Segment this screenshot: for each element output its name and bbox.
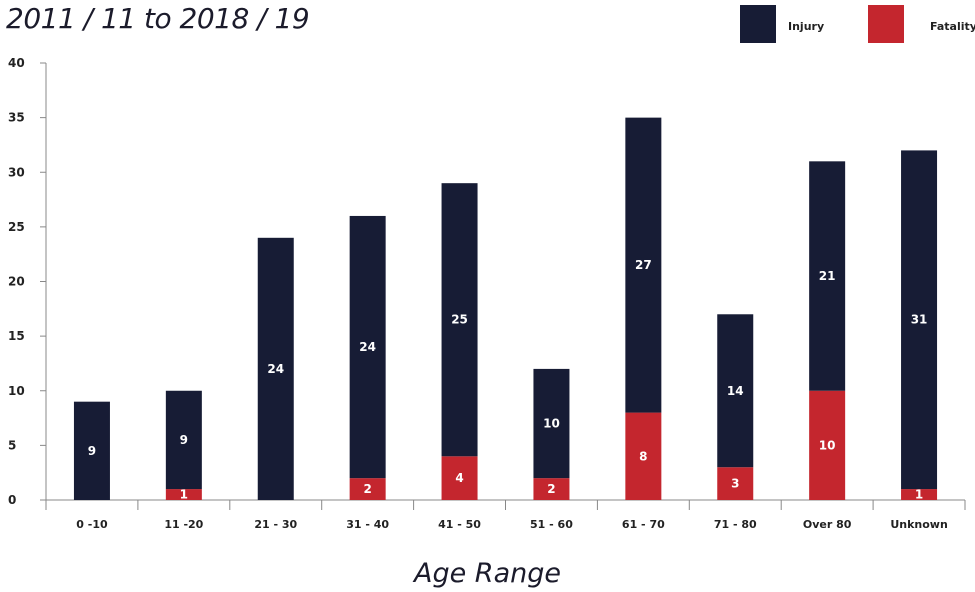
bar-fatality bbox=[809, 390, 846, 500]
chart-subtitle: 2011 / 11 to 2018 / 19 bbox=[6, 2, 310, 35]
bar-injury bbox=[717, 314, 754, 468]
bar-fatality bbox=[533, 478, 570, 500]
data-label-injury: 21 bbox=[819, 269, 836, 283]
bar-injury bbox=[349, 215, 386, 479]
data-label-injury: 10 bbox=[543, 417, 560, 431]
data-label-fatality: 3 bbox=[731, 477, 739, 491]
x-tick-label: 21 - 30 bbox=[254, 518, 297, 531]
data-label-injury: 9 bbox=[88, 444, 96, 458]
x-tick-label: 61 - 70 bbox=[622, 518, 665, 531]
legend-label-fatality: Fatality bbox=[930, 20, 975, 33]
x-tick-label: 71 - 80 bbox=[714, 518, 757, 531]
x-tick-label: 31 - 40 bbox=[346, 518, 389, 531]
x-tick-label: 51 - 60 bbox=[530, 518, 573, 531]
bar-injury bbox=[165, 390, 202, 490]
y-tick-label: 40 bbox=[8, 56, 25, 70]
y-tick-label: 30 bbox=[8, 165, 25, 179]
data-label-injury: 14 bbox=[727, 384, 744, 398]
data-label-fatality: 2 bbox=[363, 482, 371, 496]
data-label-injury: 25 bbox=[451, 313, 468, 327]
x-tick-label: 11 -20 bbox=[164, 518, 203, 531]
bar-fatality bbox=[901, 489, 938, 500]
data-label-injury: 27 bbox=[635, 258, 652, 272]
data-label-fatality: 8 bbox=[639, 449, 647, 463]
bar-fatality bbox=[165, 489, 202, 500]
data-label-fatality: 4 bbox=[455, 471, 463, 485]
legend-swatch-fatality bbox=[868, 5, 904, 43]
data-label-fatality: 1 bbox=[915, 488, 923, 502]
bar-fatality bbox=[441, 456, 478, 500]
bar-fatality bbox=[717, 467, 754, 500]
y-tick-label: 35 bbox=[8, 111, 25, 125]
bar-injury bbox=[257, 237, 294, 501]
data-label-injury: 9 bbox=[180, 433, 188, 447]
y-tick-label: 10 bbox=[8, 384, 25, 398]
y-tick-label: 15 bbox=[8, 329, 25, 343]
legend-label-injury: Injury bbox=[788, 20, 825, 33]
x-tick-label: 0 -10 bbox=[76, 518, 108, 531]
data-label-fatality: 10 bbox=[819, 438, 836, 452]
bar-injury bbox=[809, 161, 846, 391]
data-label-injury: 24 bbox=[267, 362, 284, 376]
bar-injury bbox=[441, 183, 478, 457]
data-label-injury: 31 bbox=[911, 313, 928, 327]
x-axis-label: Age Range bbox=[414, 558, 561, 589]
x-tick-label: Over 80 bbox=[803, 518, 852, 531]
data-label-fatality: 2 bbox=[547, 482, 555, 496]
bar-injury bbox=[625, 117, 662, 413]
bar-injury bbox=[73, 401, 110, 500]
bar-injury bbox=[533, 368, 570, 479]
data-label-injury: 24 bbox=[359, 340, 376, 354]
bar-fatality bbox=[625, 412, 662, 500]
y-tick-label: 25 bbox=[8, 220, 25, 234]
x-tick-label: 41 - 50 bbox=[438, 518, 481, 531]
y-tick-label: 20 bbox=[8, 275, 25, 289]
y-tick-label: 0 bbox=[8, 493, 16, 507]
x-tick-label: Unknown bbox=[890, 518, 947, 531]
bar-chart: 0 5 10 15 20 25 30 35 40 0 -10 11 -20 21 - 30 31 - 4… bbox=[8, 56, 966, 531]
bar-fatality bbox=[349, 478, 386, 500]
data-label-fatality: 1 bbox=[180, 488, 188, 502]
legend-swatch-injury bbox=[740, 5, 776, 43]
y-tick-label: 5 bbox=[8, 438, 16, 452]
bar-injury bbox=[901, 150, 938, 490]
